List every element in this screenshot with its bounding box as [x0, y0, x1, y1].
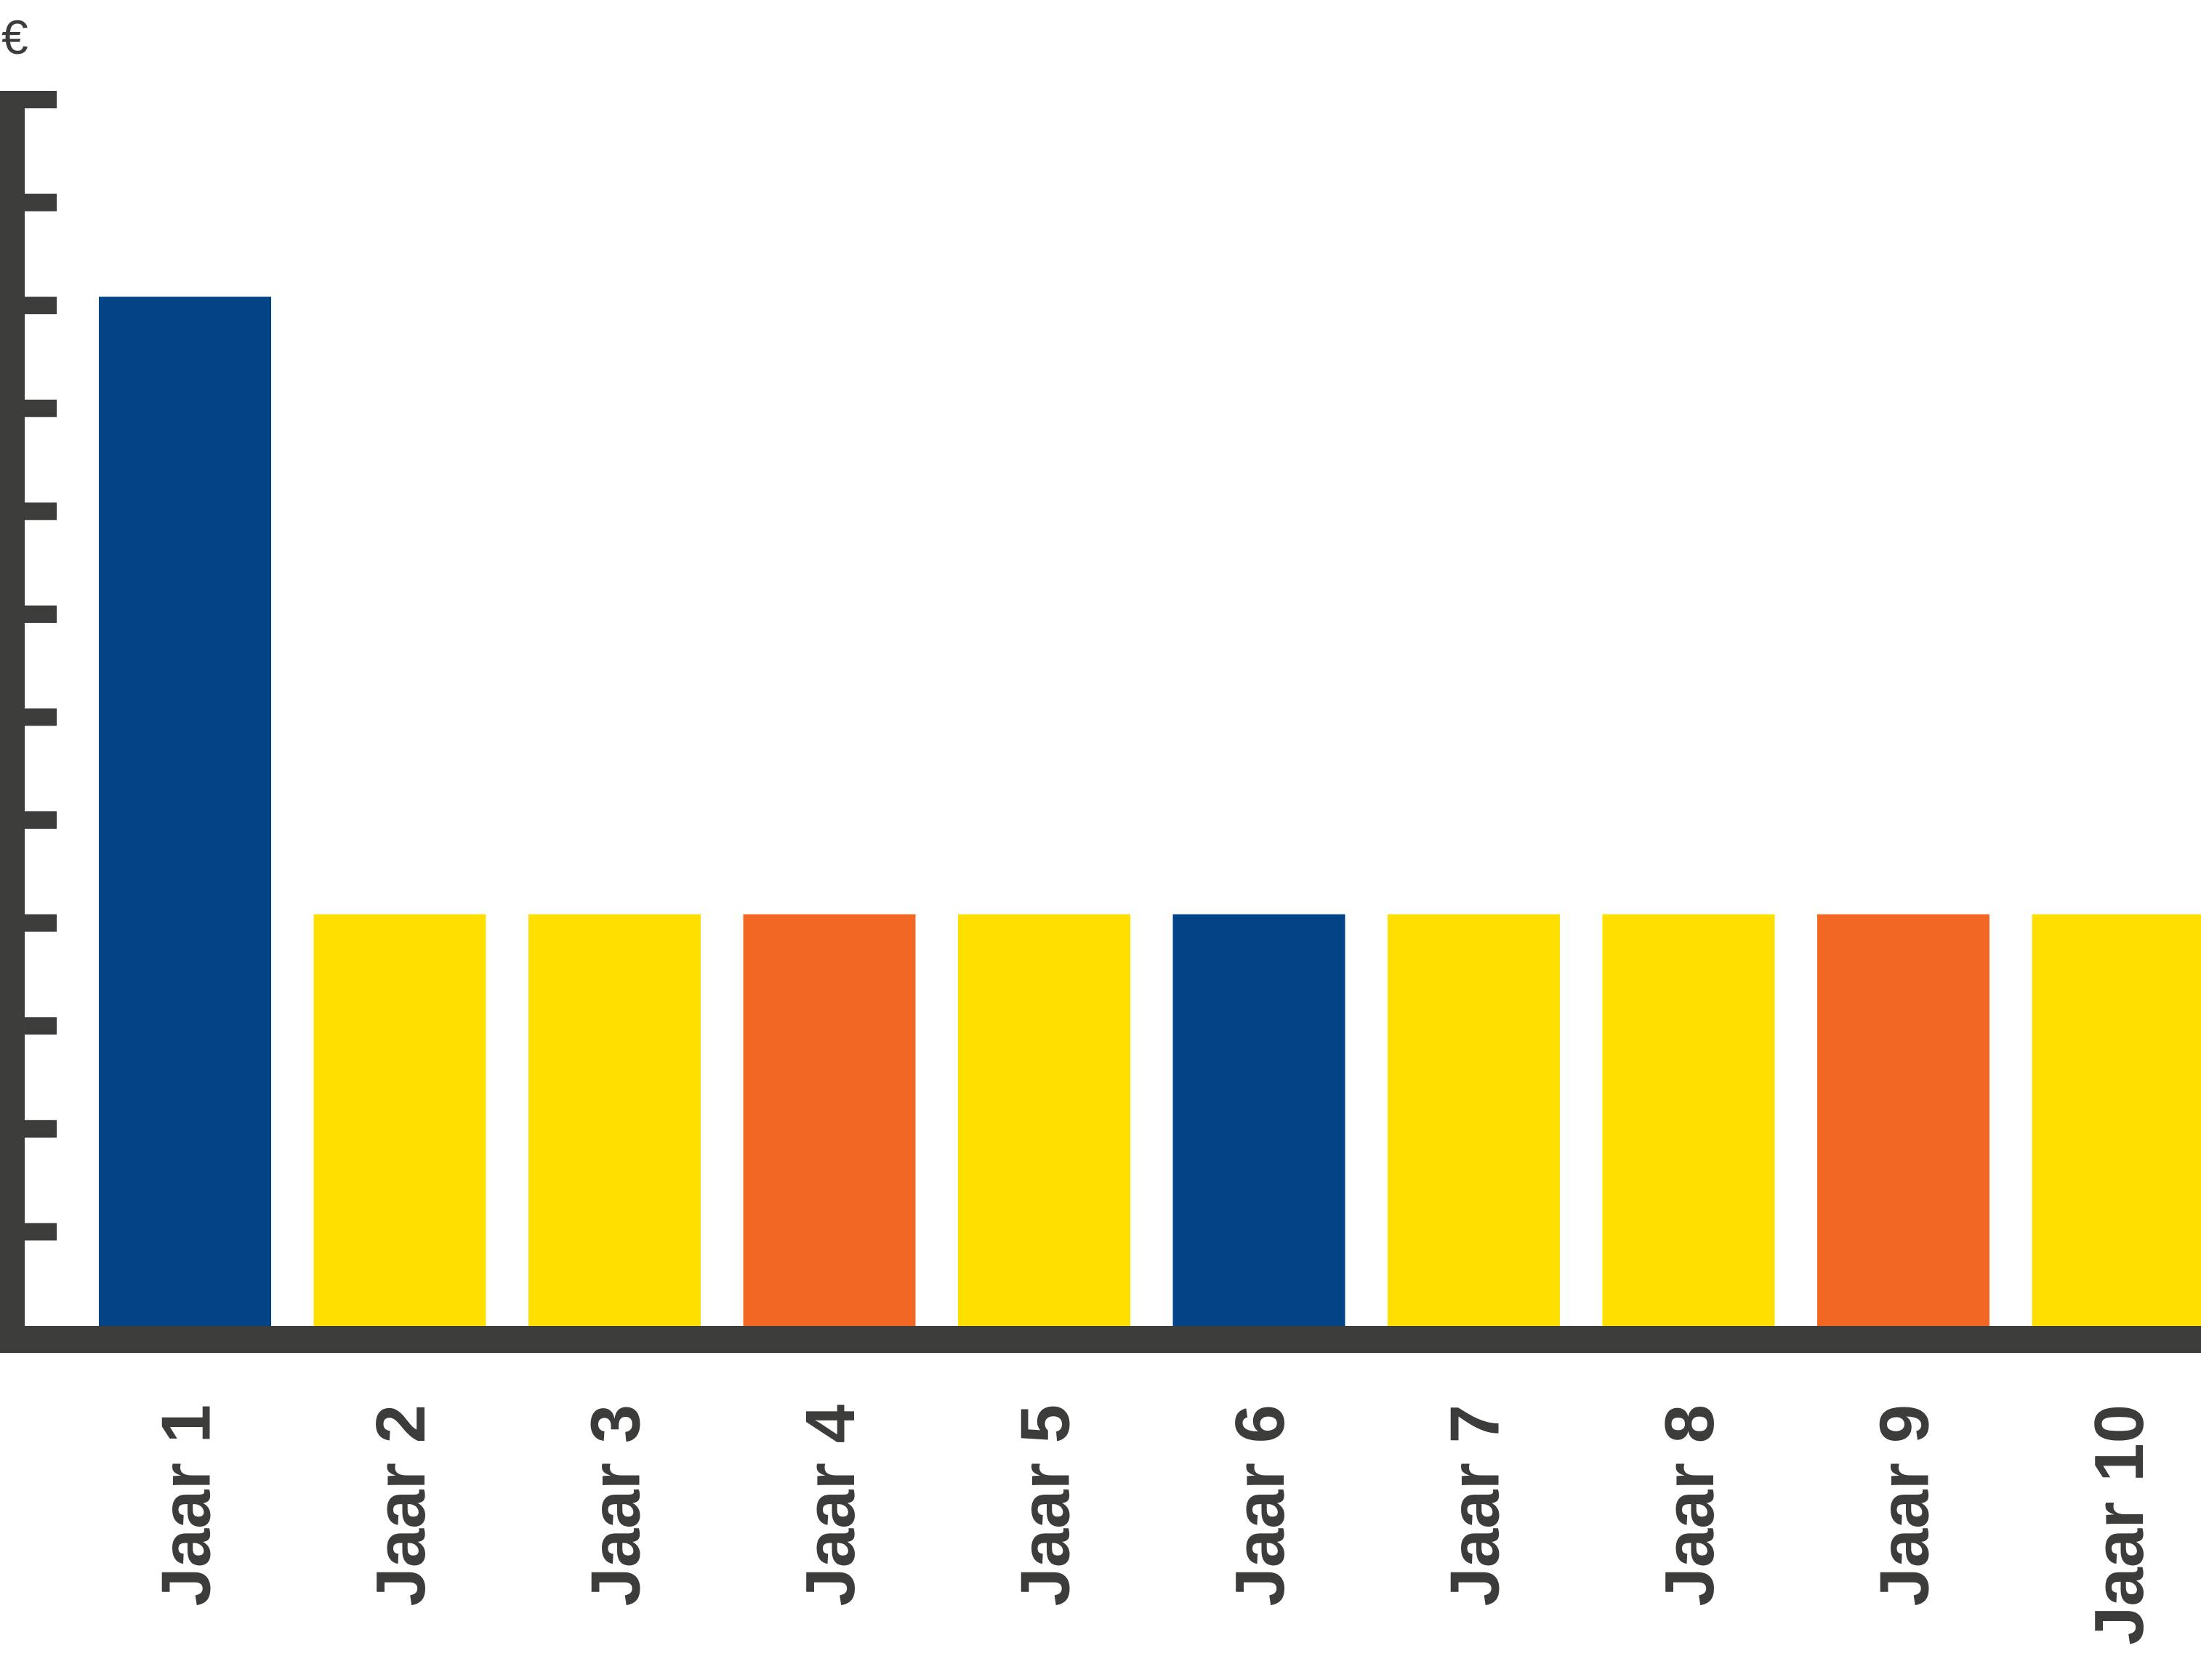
x-tick-label: Jaar 9 — [1866, 1404, 1944, 1607]
x-tick-label: Jaar 3 — [577, 1404, 655, 1607]
bar-6 — [1172, 914, 1345, 1326]
bar-1 — [99, 297, 271, 1327]
x-tick-label: Jaar 5 — [1007, 1404, 1085, 1607]
x-tick-label: Jaar 6 — [1221, 1404, 1299, 1607]
y-axis-unit-label: € — [1, 10, 28, 64]
bar-10 — [2032, 914, 2201, 1326]
x-axis-line — [0, 1326, 2201, 1353]
bar-4 — [743, 914, 916, 1326]
bar-7 — [1388, 914, 1560, 1326]
bar-8 — [1602, 914, 1775, 1326]
x-tick-label: Jaar 4 — [792, 1404, 869, 1607]
x-tick-label: Jaar 1 — [148, 1404, 225, 1607]
x-axis-tick-labels: Jaar 1 Jaar 2 Jaar 3 Jaar 4 Jaar 5 Jaar 6 Jaar… — [148, 1404, 2159, 1645]
bar-3 — [528, 914, 701, 1326]
x-tick-label: Jaar 8 — [1651, 1404, 1729, 1607]
bar-2 — [313, 914, 486, 1326]
y-axis-line — [0, 91, 25, 1353]
x-tick-label: Jaar 2 — [362, 1404, 440, 1607]
bar-9 — [1817, 914, 1989, 1326]
x-tick-label: Jaar 7 — [1436, 1404, 1514, 1607]
x-tick-label: Jaar 10 — [2080, 1404, 2158, 1645]
bar-5 — [958, 914, 1130, 1326]
bars — [99, 297, 2201, 1327]
